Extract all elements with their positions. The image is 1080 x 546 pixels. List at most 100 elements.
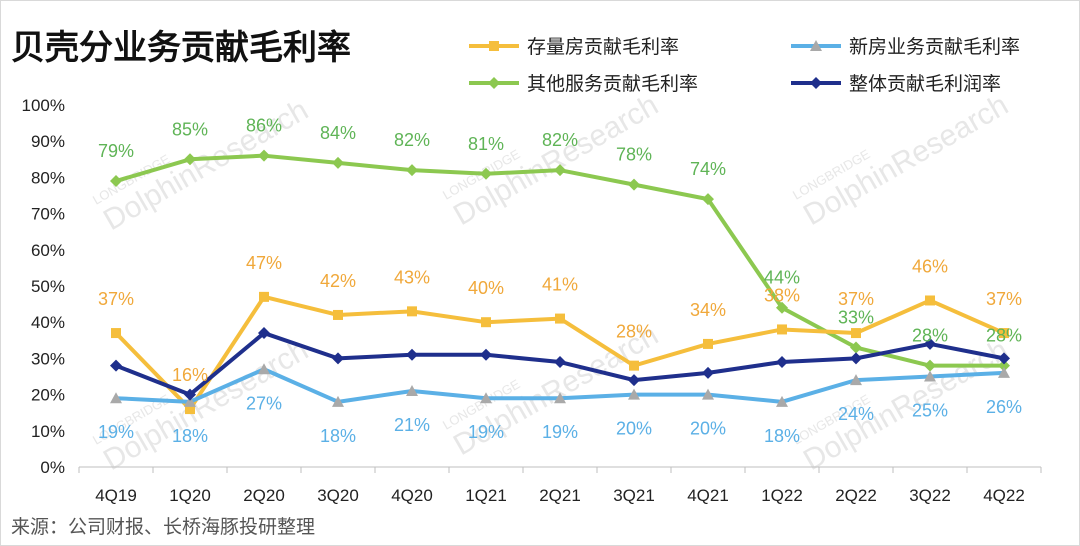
data-point	[111, 328, 121, 339]
data-point	[777, 324, 787, 335]
y-tick-label: 20%	[31, 386, 65, 405]
data-point	[184, 395, 196, 407]
y-tick-label: 40%	[31, 313, 65, 332]
source-note: 来源：公司财报、长桥海豚投研整理	[11, 516, 315, 538]
data-label: 19%	[98, 422, 134, 442]
data-point	[332, 352, 344, 365]
data-point	[998, 352, 1010, 365]
data-point	[850, 374, 862, 386]
legend-item-1: 新房业务贡献毛利率	[791, 36, 1020, 58]
data-labels: 37% 16% 47% 42% 43% 40% 41% 28% 34% 38% 37% 46% 37% 1…	[98, 116, 1022, 446]
data-label: 19%	[468, 422, 504, 442]
x-tick-label: 3Q22	[909, 486, 951, 505]
data-label: 18%	[172, 426, 208, 446]
data-point	[406, 348, 418, 361]
watermark-name: DolphinResearch	[798, 88, 1014, 232]
x-tick-label: 3Q20	[317, 486, 359, 505]
data-label: 78%	[616, 145, 652, 165]
y-tick-label: 60%	[31, 241, 65, 260]
data-label: 82%	[542, 130, 578, 150]
data-point	[333, 309, 343, 320]
data-point	[702, 388, 714, 400]
data-point	[850, 341, 862, 354]
data-point	[480, 348, 492, 361]
data-point	[924, 337, 936, 350]
data-point	[258, 327, 270, 340]
data-point	[998, 359, 1010, 372]
x-tick-label: 1Q21	[465, 486, 507, 505]
data-label: 82%	[394, 130, 430, 150]
data-label: 28%	[986, 326, 1022, 346]
x-tick-label: 4Q19	[95, 486, 137, 505]
data-point	[488, 77, 500, 89]
data-point	[776, 301, 788, 314]
data-point	[703, 338, 713, 349]
data-label: 20%	[690, 419, 726, 439]
data-point	[850, 352, 862, 365]
data-label: 81%	[468, 134, 504, 154]
data-point	[628, 374, 640, 387]
data-label: 19%	[542, 422, 578, 442]
series-0	[111, 291, 1009, 415]
legend-label: 存量房贡献毛利率	[527, 36, 679, 58]
data-point	[924, 370, 936, 382]
data-point	[185, 404, 195, 415]
data-label: 84%	[320, 123, 356, 143]
y-tick-label: 30%	[31, 349, 65, 368]
data-point	[110, 392, 122, 404]
legend-label: 新房业务贡献毛利率	[849, 36, 1020, 58]
y-tick-label: 10%	[31, 422, 65, 441]
chart-title: 贝壳分业务贡献毛利率	[11, 28, 351, 68]
data-label: 20%	[616, 419, 652, 439]
data-point	[184, 388, 196, 401]
data-label: 37%	[98, 289, 134, 309]
series-1	[110, 363, 1010, 407]
data-label: 27%	[246, 393, 282, 413]
data-point	[924, 359, 936, 372]
data-label: 74%	[690, 159, 726, 179]
data-point	[480, 392, 492, 404]
x-tick-label: 4Q21	[687, 486, 729, 505]
y-axis: 0% 10% 20% 30% 40% 50% 60% 70% 80% 90% 100%	[22, 96, 65, 477]
y-tick-label: 70%	[31, 205, 65, 224]
x-tick-label: 1Q20	[169, 486, 211, 505]
data-point	[481, 317, 491, 328]
data-label: 25%	[912, 401, 948, 421]
legend-label: 整体贡献毛利润率	[849, 73, 1001, 95]
y-tick-label: 100%	[22, 96, 65, 115]
data-point	[258, 363, 270, 375]
data-point	[406, 164, 418, 177]
data-point	[259, 291, 269, 302]
data-point	[110, 359, 122, 372]
data-point	[184, 153, 196, 166]
data-label: 86%	[246, 116, 282, 136]
data-point	[332, 156, 344, 169]
data-point	[628, 178, 640, 191]
data-label: 47%	[246, 253, 282, 273]
data-point	[110, 175, 122, 188]
data-label: 18%	[320, 426, 356, 446]
data-point	[925, 295, 935, 306]
data-point	[776, 356, 788, 369]
legend-item-2: 其他服务贡献毛利率	[469, 73, 698, 95]
series-layer	[110, 149, 1010, 415]
x-tick-label: 4Q20	[391, 486, 433, 505]
data-point	[702, 193, 714, 206]
data-label: 41%	[542, 275, 578, 295]
data-point	[776, 395, 788, 407]
data-label: 28%	[912, 326, 948, 346]
data-point	[407, 306, 417, 317]
data-label: 46%	[912, 256, 948, 276]
data-label: 42%	[320, 271, 356, 291]
data-label: 34%	[690, 300, 726, 320]
data-label: 18%	[764, 426, 800, 446]
x-tick-label: 2Q20	[243, 486, 285, 505]
data-label: 79%	[98, 141, 134, 161]
x-axis: 4Q19 1Q20 2Q20 3Q20 4Q20 1Q21 2Q21 3Q21 4Q21 1Q22…	[78, 466, 1042, 505]
legend-label: 其他服务贡献毛利率	[527, 73, 698, 95]
